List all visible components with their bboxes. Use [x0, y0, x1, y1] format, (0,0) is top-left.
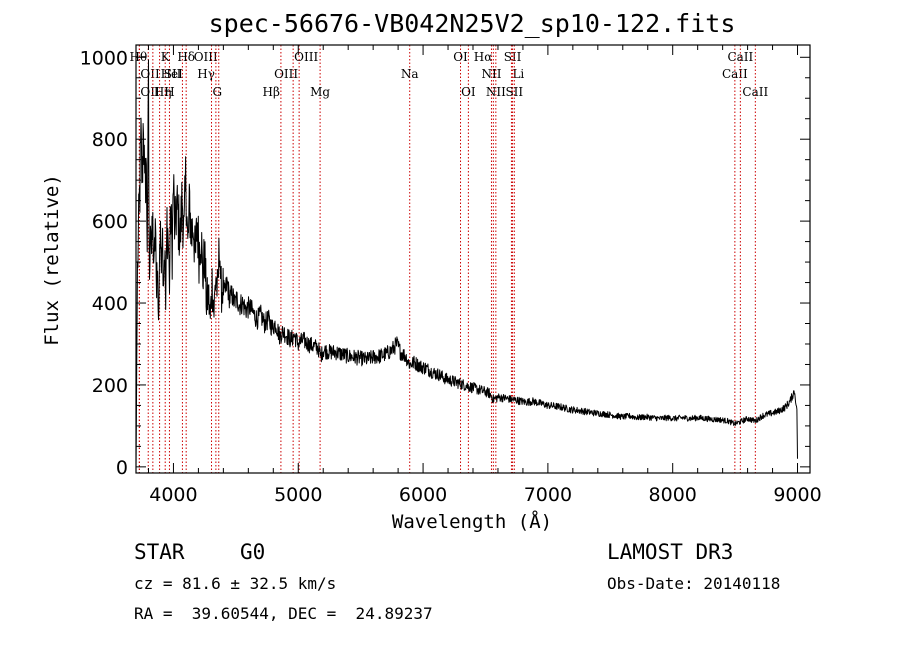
line-marker-label-9: OIII: [194, 50, 218, 64]
line-marker-label-24: SII: [505, 85, 523, 99]
spectrum-series: [135, 59, 798, 467]
y-tick-label: 600: [92, 211, 128, 233]
line-marker-label-4: K: [161, 50, 171, 64]
y-axis-label: Flux (relative): [41, 174, 63, 346]
x-tick-label: 6000: [399, 484, 447, 506]
x-tick-label: 4000: [149, 484, 197, 506]
axes-frame: [135, 44, 811, 474]
y-tick-label: 800: [92, 129, 128, 151]
line-marker-label-6: H: [164, 85, 174, 99]
survey-name: LAMOST DR3: [607, 540, 734, 564]
axis-ticks: 4000 5000 6000 7000 8000 9000 0 200 400 600 800 100…: [80, 45, 822, 506]
y-tick-label: 0: [116, 457, 128, 479]
plot-frame: [135, 44, 811, 474]
line-marker-label-18: OI: [461, 85, 476, 99]
chart-title: spec-56676-VB042N25V2_sp10-122.fits: [209, 9, 736, 38]
y-tick-label: 1000: [80, 47, 128, 69]
line-marker-label-17: OI: [453, 50, 468, 64]
line-marker-label-16: Na: [401, 67, 419, 81]
line-marker-label-15: Mg: [310, 85, 330, 99]
x-axis-label: Wavelength (Å): [392, 510, 552, 533]
x-tick-label: 9000: [773, 484, 821, 506]
y-tick-label: 400: [92, 293, 128, 315]
line-marker-label-3: Hη: [154, 85, 172, 99]
line-marker-label-2: OII: [140, 85, 160, 99]
x-tick-label: 7000: [524, 484, 572, 506]
line-marker-label-20: NII: [481, 67, 501, 81]
line-marker-label-25: CaII: [722, 67, 748, 81]
line-marker-label-12: Hβ: [263, 85, 280, 99]
x-tick-label: 8000: [649, 484, 697, 506]
line-marker-label-8: Hδ: [177, 50, 195, 64]
line-marker-label-27: CaII: [742, 85, 768, 99]
series-line-spectrum: [135, 59, 798, 467]
line-marker-label-26: CaII: [727, 50, 753, 64]
line-marker-label-14: OIII: [274, 67, 298, 81]
line-marker-label-1: OII: [140, 67, 160, 81]
line-marker-label-19: Hα: [474, 50, 493, 64]
y-tick-label: 200: [92, 375, 128, 397]
line-marker-label-21: NII: [486, 85, 506, 99]
redshift-readout: cz = 81.6 ± 32.5 km/s: [134, 574, 337, 593]
line-marker-label-11: G: [213, 85, 223, 99]
coordinates-readout: RA = 39.60544, DEC = 24.89237: [134, 604, 433, 623]
line-marker-label-13: OIII: [294, 50, 318, 64]
x-tick-label: 5000: [274, 484, 322, 506]
line-marker-label-7: SII: [164, 67, 182, 81]
object-class: STAR: [134, 540, 185, 564]
line-marker-label-5: HeI: [161, 67, 184, 81]
obs-date: Obs-Date: 20140118: [607, 574, 781, 593]
line-marker-label-23: Li: [512, 67, 524, 81]
line-marker-label-10: Hγ: [197, 67, 215, 81]
object-subclass: G0: [240, 540, 266, 564]
line-marker-label-22: SII: [504, 50, 522, 64]
